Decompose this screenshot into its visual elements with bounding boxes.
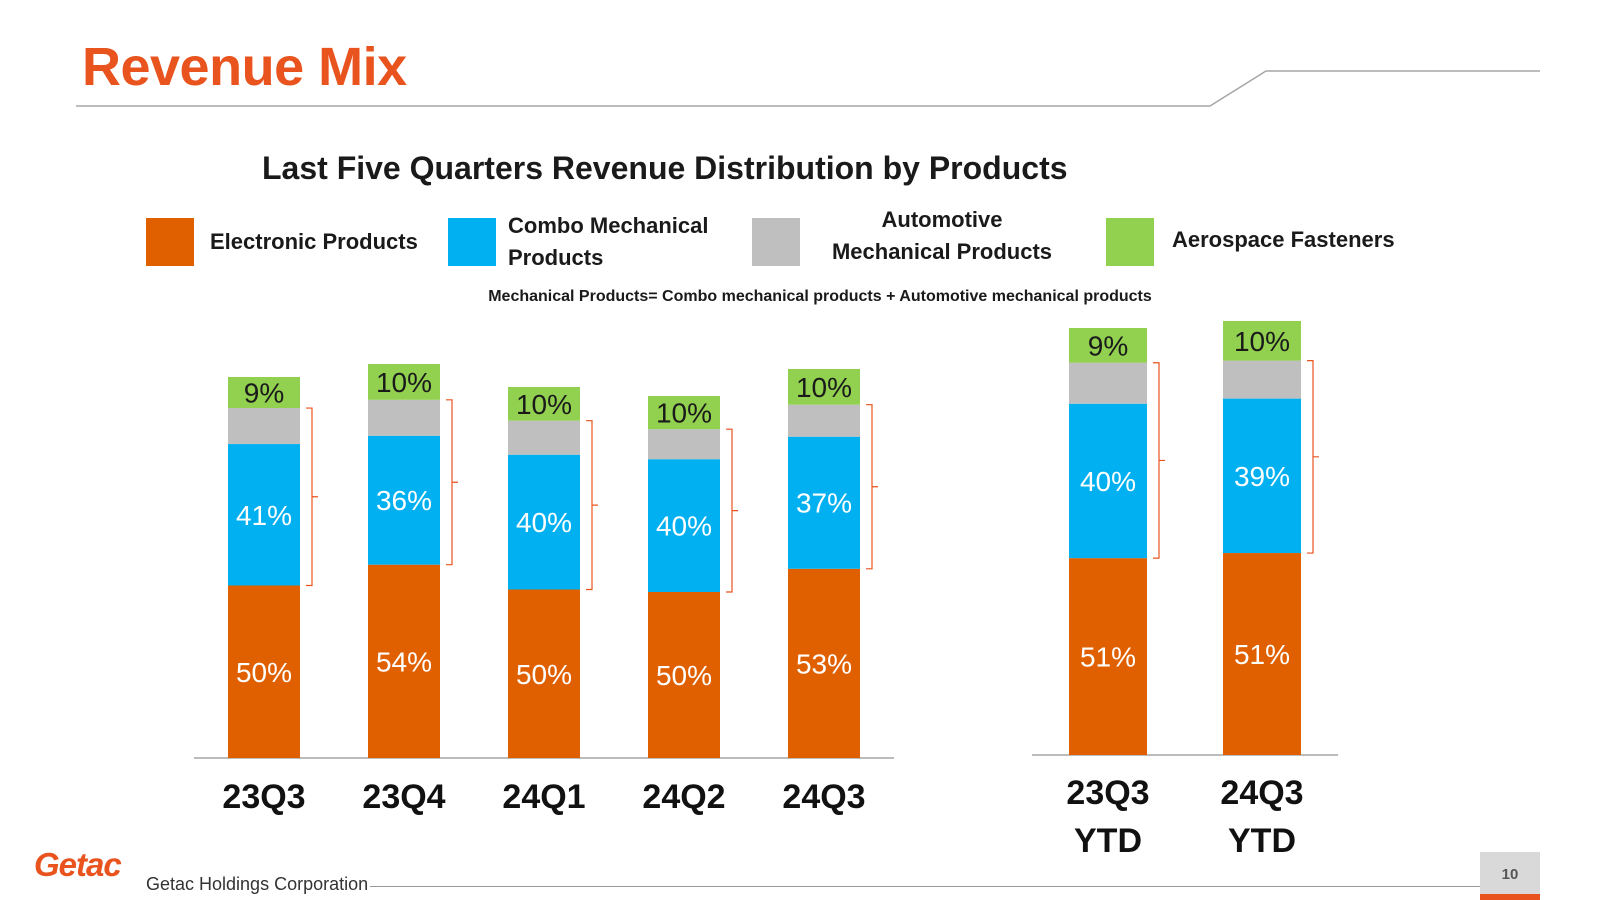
page-number-accent <box>1480 894 1540 900</box>
bar-aerospace-24q3-ytd <box>1223 321 1301 361</box>
bar-aerospace-24q3 <box>788 369 860 405</box>
x-tick-label-24q3: 24Q3 <box>782 778 865 816</box>
legend-swatch-electronic <box>146 218 194 266</box>
label-aerospace-24q2: 10% <box>656 398 712 429</box>
getac-logo: Getac <box>34 846 122 883</box>
legend-swatch-aerospace <box>1106 218 1154 266</box>
label-electronic-23q4: 54% <box>376 646 432 677</box>
footer-rule <box>370 886 1494 887</box>
mechanical-bracket-24q2 <box>726 428 738 593</box>
page-number: 10 <box>1501 866 1519 883</box>
mechanical-bracket-23q3 <box>306 407 318 587</box>
label-aerospace-24q3: 10% <box>796 372 852 403</box>
bar-automotive-23q3 <box>228 408 300 445</box>
label-electronic-24q1: 50% <box>516 659 572 690</box>
bar-automotive-24q3 <box>788 404 860 437</box>
label-electronic-24q2: 50% <box>656 660 712 691</box>
bar-aerospace-23q3 <box>228 377 300 409</box>
label-combo-24q3: 37% <box>796 488 852 519</box>
x-tick-label-24q1: 24Q1 <box>502 778 585 816</box>
legend-label-electronic: Electronic Products <box>210 229 418 254</box>
header-rule <box>76 70 1540 107</box>
legend-swatch-automotive <box>752 218 800 266</box>
mechanical-bracket-23q3-ytd <box>1153 362 1165 559</box>
bar-combo-23q3 <box>228 444 300 586</box>
bar-automotive-23q4 <box>368 399 440 436</box>
legend-label-automotive: Automotive Mechanical Products <box>831 207 1053 264</box>
mechanical-bracket-24q3 <box>866 404 878 570</box>
label-combo-23q3-ytd: 40% <box>1080 466 1136 497</box>
bar-electronic-23q3 <box>228 585 300 758</box>
mechanical-bracket-23q4 <box>446 399 458 566</box>
label-combo-23q4: 36% <box>376 485 432 516</box>
bar-aerospace-24q2 <box>648 396 720 430</box>
bar-combo-24q2 <box>648 459 720 592</box>
bar-combo-23q4 <box>368 435 440 565</box>
bar-combo-24q3-ytd <box>1223 398 1301 554</box>
bar-automotive-24q2 <box>648 429 720 460</box>
mechanical-products-note: Mechanical Products= Combo mechanical pr… <box>488 288 1152 305</box>
chart-title: Last Five Quarters Revenue Distribution … <box>262 150 1068 186</box>
bar-electronic-24q2 <box>648 592 720 758</box>
mechanical-bracket-24q1 <box>586 420 598 591</box>
bar-automotive-24q1 <box>508 420 580 455</box>
label-aerospace-23q3: 9% <box>244 378 284 409</box>
label-electronic-24q3-ytd: 51% <box>1234 639 1290 670</box>
mechanical-bracket-24q3-ytd <box>1307 360 1319 554</box>
bar-automotive-23q3-ytd <box>1069 362 1147 404</box>
x-tick-label-24q3-ytd: 24Q3 YTD <box>1220 774 1303 860</box>
label-aerospace-23q4: 10% <box>376 367 432 398</box>
bar-combo-24q3 <box>788 436 860 569</box>
label-combo-23q3: 41% <box>236 500 292 531</box>
bar-electronic-24q3-ytd <box>1223 553 1301 755</box>
bar-aerospace-24q1 <box>508 387 580 421</box>
bar-electronic-24q3 <box>788 568 860 758</box>
label-aerospace-24q3-ytd: 10% <box>1234 326 1290 357</box>
footer-company-name: Getac Holdings Corporation <box>146 874 369 894</box>
x-tick-label-23q4: 23Q4 <box>362 778 445 816</box>
label-aerospace-24q1: 10% <box>516 389 572 420</box>
page-number-box <box>1480 852 1540 900</box>
legend-label-aerospace: Aerospace Fasteners <box>1172 227 1395 252</box>
label-aerospace-23q3-ytd: 9% <box>1088 330 1128 361</box>
label-electronic-23q3-ytd: 51% <box>1080 642 1136 673</box>
x-tick-label-23q3-ytd: 23Q3 YTD <box>1066 774 1149 860</box>
bar-combo-24q1 <box>508 454 580 590</box>
bar-aerospace-23q3-ytd <box>1069 328 1147 363</box>
bar-combo-23q3-ytd <box>1069 403 1147 559</box>
legend-label-combo: Combo Mechanical Products <box>508 213 709 270</box>
bar-aerospace-23q4 <box>368 364 440 400</box>
page-title: Revenue Mix <box>82 37 407 97</box>
bar-electronic-23q4 <box>368 564 440 758</box>
bar-electronic-24q1 <box>508 589 580 758</box>
label-combo-24q1: 40% <box>516 507 572 538</box>
legend-swatch-combo <box>448 218 496 266</box>
label-electronic-23q3: 50% <box>236 657 292 688</box>
label-combo-24q3-ytd: 39% <box>1234 461 1290 492</box>
label-electronic-24q3: 53% <box>796 648 852 679</box>
bar-automotive-24q3-ytd <box>1223 360 1301 399</box>
x-tick-label-24q2: 24Q2 <box>642 778 725 816</box>
bar-electronic-23q3-ytd <box>1069 558 1147 755</box>
x-tick-label-23q3: 23Q3 <box>222 778 305 816</box>
label-combo-24q2: 40% <box>656 511 712 542</box>
